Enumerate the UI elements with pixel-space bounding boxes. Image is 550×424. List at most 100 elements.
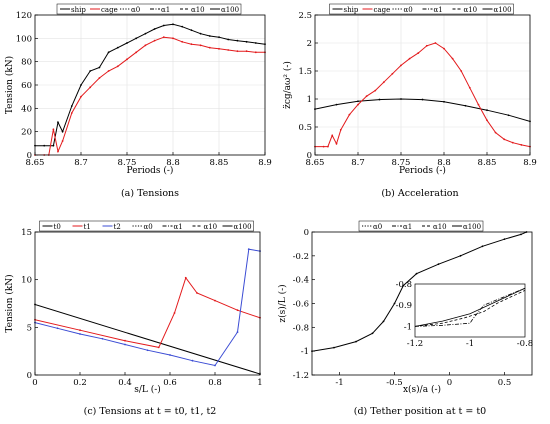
panel-a: 8.65 8.7 8.75 8.8 8.85 8.9 0 20 40 60 80 100 120 Peri… [4,3,272,199]
data-point [101,337,104,340]
legend-label: α10 [204,223,218,231]
data-point [89,86,92,89]
legend-label: α0 [131,6,140,14]
y-tick-label: -0.6 [293,300,309,310]
data-point [126,42,128,44]
x-tick-label: 1 [257,378,262,388]
legend-label: t0 [54,223,61,231]
axes-frame [34,231,261,376]
legend-label: α100 [463,223,481,231]
data-point [173,312,176,314]
data-point [443,100,445,103]
legend-label: α100 [234,223,252,231]
legend-box [329,3,514,15]
x-tick-label: 8.75 [118,158,137,168]
data-point [254,42,257,44]
legend-label: α10 [433,223,447,231]
legend-label: α100 [221,6,239,14]
data-point [335,142,338,145]
data-point [218,36,220,39]
data-point [486,109,488,112]
data-point [56,327,59,330]
series-line-cage [315,42,530,148]
data-point [415,272,418,275]
y-tick-label: -1 [301,347,309,357]
data-point [357,103,359,106]
data-point [153,28,156,30]
y-axis-label: Tension (kN) [4,56,15,114]
data-point [520,233,522,236]
legend-label: α0 [144,223,153,231]
legend-label: cage [374,6,391,14]
y-tick-label: 120 [16,11,32,21]
x-tick-label: 8.7 [351,158,365,168]
y-tick-label: -0.8 [293,323,309,333]
legend-label: α1 [174,223,183,231]
data-point [98,77,101,79]
series-line-cage [35,36,265,155]
x-tick-label: 0.5 [498,378,512,388]
y-tick-label: 10 [21,276,32,286]
x-axis-label: Periods (-) [399,165,446,176]
x-tick-label: 8.75 [392,158,411,168]
legend-box [39,220,254,232]
x-tick-label: 8.85 [478,158,497,168]
caption: (a) Tensions [121,188,179,199]
data-point [417,52,420,54]
data-point [199,44,202,47]
y-tick-label: 1 [307,95,312,105]
data-point [511,141,514,144]
data-point [378,98,381,101]
data-point [408,57,411,60]
data-point [400,64,402,67]
data-point [382,320,385,323]
data-point [146,349,149,352]
data-point [503,238,506,241]
legend-label: ship [71,6,86,14]
legend-label: α1 [161,6,170,14]
x-tick-label: -0.5 [386,378,402,388]
data-point [184,276,187,279]
data-point [468,86,471,89]
data-point [79,333,81,335]
data-point [80,95,82,98]
data-point [227,49,230,51]
y-tick-label: 1.5 [298,67,312,77]
data-point [144,44,147,47]
x-tick-label: 8.7 [74,158,88,168]
data-point [460,70,463,72]
data-point [116,46,119,49]
data-point [477,103,480,106]
inset-frame [414,283,526,338]
data-point [339,128,342,131]
data-point [459,254,462,257]
data-point [402,284,405,287]
data-point [227,38,230,41]
x-tick-label: 8.65 [306,158,325,168]
data-point [190,29,193,32]
legend-label: cage [101,6,118,14]
x-tick-label: 8.8 [437,158,451,168]
data-point [335,103,338,106]
data-point [107,51,110,54]
data-point [245,40,248,43]
data-point [172,23,174,26]
y-tick-label: 15 [21,228,32,238]
data-point [135,37,138,40]
data-point [208,46,211,49]
data-point [247,248,250,251]
data-point [348,113,351,116]
x-axis-label: s/L (-) [134,384,161,395]
data-point [327,145,329,148]
y-tick-label: 0 [27,151,32,161]
series-line-t0 [35,304,260,375]
x-tick-label: 8.65 [26,158,45,168]
y-tick-label: 100 [16,34,32,44]
data-point [365,95,368,98]
inset-x-tick-label: -0.8 [517,339,533,349]
data-point [98,66,101,69]
inset-y-tick-label: -0.8 [396,280,412,290]
data-point [393,302,396,305]
data-point [322,145,325,148]
